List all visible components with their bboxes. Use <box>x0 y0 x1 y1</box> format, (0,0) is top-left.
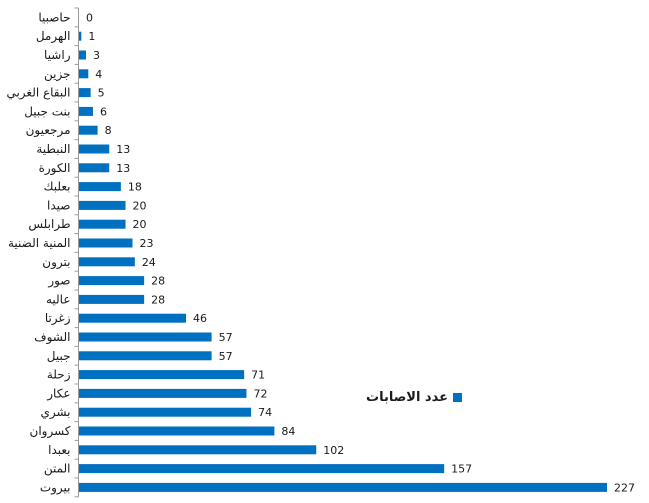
bar <box>79 388 247 398</box>
bar <box>79 219 126 229</box>
category-label: المنية الضنية <box>8 236 71 250</box>
value-label: 13 <box>116 143 130 156</box>
value-label: 4 <box>95 68 102 81</box>
value-label: 24 <box>142 256 156 269</box>
bar <box>79 407 252 417</box>
bar <box>79 125 98 135</box>
value-label: 20 <box>133 199 147 212</box>
bar <box>79 50 86 60</box>
bar <box>79 182 121 192</box>
category-label: طرابلس <box>28 217 70 232</box>
legend-label: عدد الاصابات <box>366 390 448 405</box>
value-label: 5 <box>98 87 105 100</box>
category-label: كسروان <box>30 424 71 439</box>
bar <box>79 445 317 455</box>
value-label: 1 <box>88 30 95 43</box>
category-label: عاليه <box>46 292 71 306</box>
bars <box>79 31 607 492</box>
bar <box>79 257 135 267</box>
category-label: بعلبك <box>44 180 71 194</box>
value-label: 0 <box>86 11 93 24</box>
value-label: 23 <box>139 237 153 250</box>
category-label: النبطية <box>36 142 70 156</box>
value-label: 57 <box>219 331 233 344</box>
category-label: البقاع الغربي <box>6 86 70 101</box>
category-label: زحلة <box>47 368 71 383</box>
bar <box>79 332 212 342</box>
legend: عدد الاصابات <box>366 390 462 405</box>
legend-swatch <box>453 393 462 402</box>
category-label: جزين <box>44 67 71 82</box>
category-label: جبيل <box>47 349 71 363</box>
value-label: 8 <box>105 124 112 137</box>
value-label: 28 <box>151 275 165 288</box>
value-label: 157 <box>451 463 472 476</box>
value-label: 13 <box>116 162 130 175</box>
value-label: 71 <box>251 369 265 382</box>
axis-ticks <box>74 7 79 498</box>
bar <box>79 200 126 210</box>
category-labels: حاصبيا الهرمل راشيا جزين البقاع الغربي بنت جب… <box>6 10 70 495</box>
value-label: 46 <box>193 312 207 325</box>
category-label: الكورة <box>39 161 71 176</box>
category-label: عكار <box>46 386 70 401</box>
value-label: 3 <box>93 49 100 62</box>
category-label: صيدا <box>47 198 70 212</box>
category-label: الشوف <box>34 330 70 345</box>
bar <box>79 276 145 286</box>
bar <box>79 163 110 173</box>
value-label: 227 <box>614 481 635 494</box>
category-label: بعبدا <box>48 443 70 457</box>
bar <box>79 482 607 492</box>
bar <box>79 31 82 41</box>
category-label: الهرمل <box>36 29 71 44</box>
bar <box>79 106 93 116</box>
category-label: بنت جبيل <box>24 104 70 118</box>
category-label: بشري <box>40 405 70 420</box>
category-label: المتن <box>44 462 71 477</box>
bar <box>79 238 133 248</box>
value-label: 28 <box>151 293 165 306</box>
value-label: 84 <box>281 425 295 438</box>
bar <box>79 464 445 474</box>
value-label: 6 <box>100 105 107 118</box>
value-label: 74 <box>258 406 272 419</box>
value-label: 102 <box>323 444 344 457</box>
bar <box>79 144 110 154</box>
value-label: 72 <box>253 387 267 400</box>
category-label: مرجعيون <box>26 123 71 138</box>
category-label: صور <box>47 274 70 289</box>
category-label: حاصبيا <box>38 10 70 24</box>
bar <box>79 69 89 79</box>
category-label: بترون <box>42 255 70 270</box>
category-label: راشيا <box>44 48 71 63</box>
bar <box>79 88 91 98</box>
bar <box>79 313 186 323</box>
category-label: زغرتا <box>45 311 71 326</box>
value-label: 18 <box>128 181 142 194</box>
value-label: 20 <box>133 218 147 231</box>
bar <box>79 294 145 304</box>
bar <box>79 351 212 361</box>
value-labels: 0134568131318202023242828465757717274841… <box>86 11 635 494</box>
value-label: 57 <box>219 350 233 363</box>
category-label: بيروت <box>40 480 71 495</box>
bar <box>79 370 245 380</box>
bar <box>79 426 275 436</box>
